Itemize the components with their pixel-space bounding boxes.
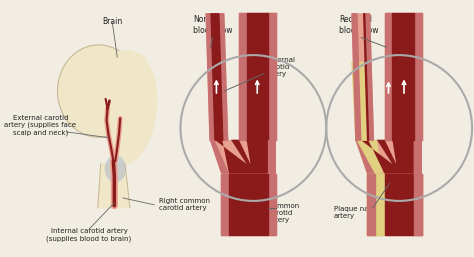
Polygon shape: [210, 140, 229, 174]
Polygon shape: [360, 140, 414, 174]
Polygon shape: [210, 140, 276, 174]
Text: Common
carotid
artery: Common carotid artery: [269, 203, 300, 223]
Text: External carotid
artery (supplies face
scalp and neck): External carotid artery (supplies face s…: [4, 115, 76, 136]
Ellipse shape: [57, 45, 140, 137]
Polygon shape: [268, 140, 276, 174]
Polygon shape: [98, 164, 130, 208]
Text: Right common
carotid artery: Right common carotid artery: [159, 198, 210, 211]
Text: Normal
blood flow: Normal blood flow: [193, 15, 233, 35]
Ellipse shape: [105, 155, 126, 182]
Polygon shape: [377, 140, 396, 164]
Text: Internal carotid artery
(supplies blood to brain): Internal carotid artery (supplies blood …: [46, 228, 132, 242]
Polygon shape: [231, 140, 250, 164]
Polygon shape: [356, 140, 383, 174]
Polygon shape: [414, 140, 421, 174]
Polygon shape: [356, 140, 375, 174]
Text: Brain: Brain: [102, 17, 122, 26]
Polygon shape: [110, 50, 157, 164]
Polygon shape: [214, 140, 268, 174]
Text: Reduced
blood flow: Reduced blood flow: [339, 15, 378, 35]
Text: External
carotid
artery: External carotid artery: [266, 57, 295, 77]
Polygon shape: [356, 140, 421, 174]
Text: Plaque narrows
artery: Plaque narrows artery: [334, 206, 388, 219]
